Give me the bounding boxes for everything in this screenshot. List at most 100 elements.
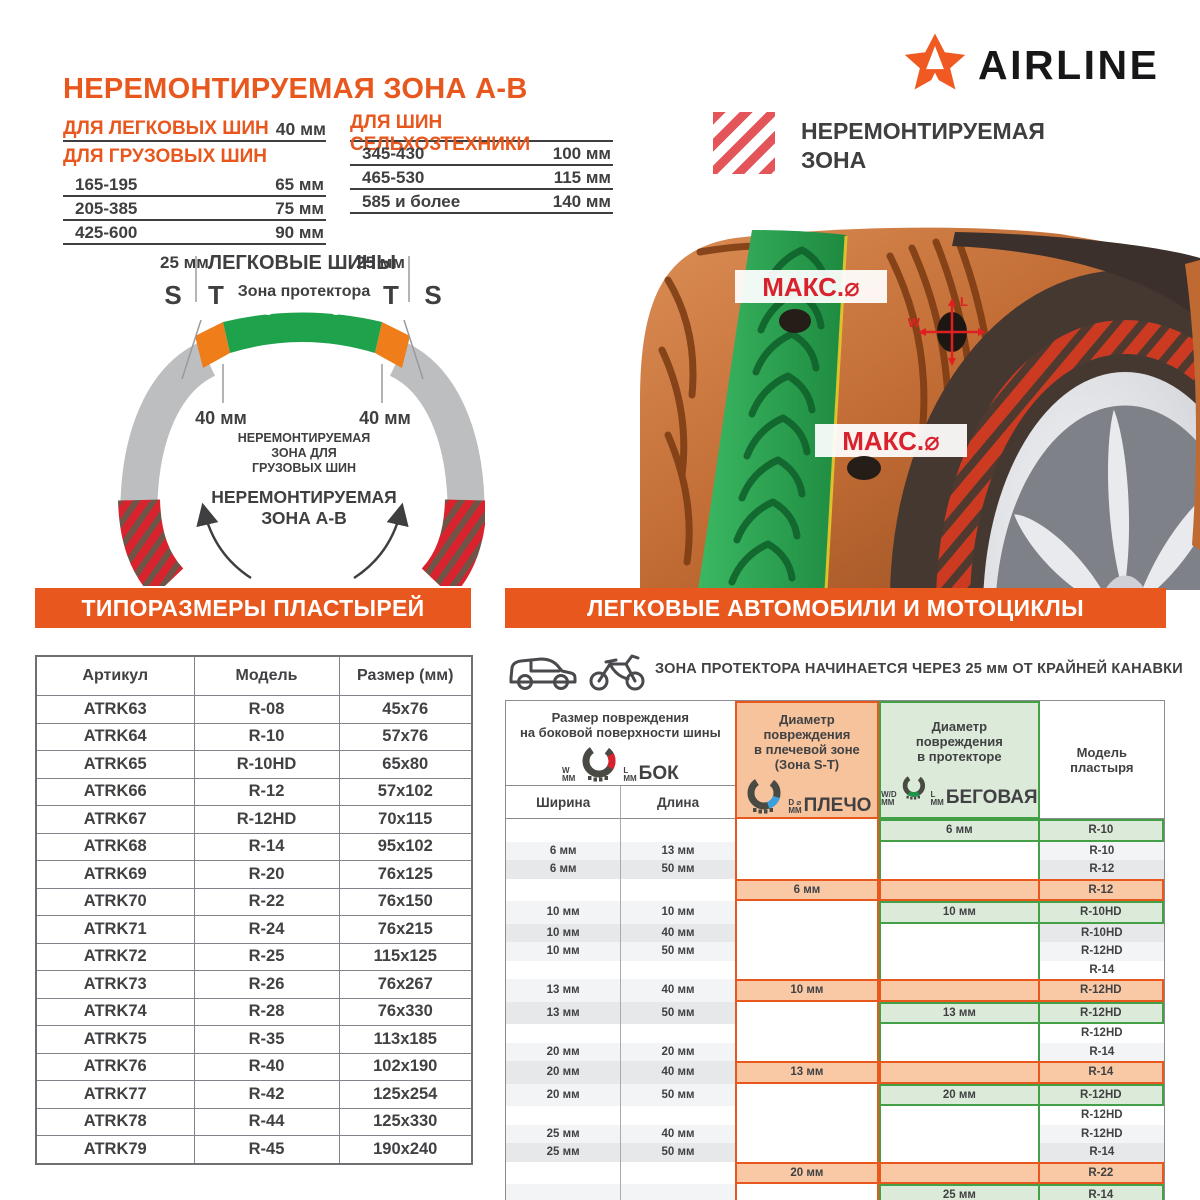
article-cell: ATRK75 [35,1025,195,1054]
cell-sh [734,1042,880,1061]
article-cell: ATRK73 [35,970,195,999]
cell-tread [879,860,1040,879]
cell-w: 20 мм [506,1083,621,1106]
range: 425-600 [75,223,138,242]
cell-sh [734,1083,880,1106]
patch-table-row: ATRK71 R-24 76x215 [35,915,473,944]
size-cell: 57x76 [338,722,473,751]
size-cell: 76x215 [338,915,473,944]
cell-tread [879,923,1040,942]
cell-sh [734,1024,880,1043]
cell-l [620,1161,735,1184]
cell-model: R-12HD [1039,1106,1164,1125]
vehicle-table-row: 20 мм 40 мм 13 мм R-14 [506,1061,1164,1084]
cell-l: 50 мм [620,1143,735,1162]
cell-w: 20 мм [506,1042,621,1061]
label-s-right: S [424,280,441,310]
model-cell: R-42 [193,1080,340,1109]
label-s-left: S [164,280,181,310]
size-cell: 102x190 [338,1052,473,1081]
article-cell: ATRK72 [35,942,195,971]
page-title: НЕРЕМОНТИРУЕМАЯ ЗОНА А-В [63,73,528,105]
w-dimension-label: W [908,315,921,330]
cell-sh [734,1143,880,1162]
range: 205-385 [75,199,138,218]
side-damage-tire-icon [582,744,616,781]
cell-w: 10 мм [506,901,621,924]
cell-l: 13 мм [620,841,735,860]
range: 165-195 [75,175,138,194]
cell-l [620,1106,735,1125]
patch-table-header-row: Артикул Модель Размер (мм) [35,655,473,696]
cell-sh [734,960,880,979]
cell-w: 13 мм [506,1001,621,1024]
tread-damage-header: Диаметр повреждения в протекторе W/D ММ [879,701,1040,819]
width-subheader: Ширина [506,786,621,819]
car-icon [507,646,579,697]
cell-model: R-14 [1039,1143,1164,1162]
tire-cross-section-diagram: 25 мм ЛЕГКОВЫЕ ШИНЫ 25 мм S T Зона проте… [55,246,487,598]
vehicle-table-row: 6 мм 13 мм R-10 [506,841,1164,860]
patch-table-row: ATRK73 R-26 76x267 [35,970,473,999]
article-cell: ATRK79 [35,1135,195,1164]
article-cell: ATRK63 [35,695,195,724]
value: 115 мм [553,168,611,187]
cell-sh [734,841,880,860]
vehicle-table-row: 25 мм R-14 [506,1184,1164,1200]
ab-zone-line1: НЕРЕМОНТИРУЕМАЯ [211,487,397,507]
vehicle-table-row: 10 мм 50 мм R-12HD [506,942,1164,961]
size-cell: 65x80 [338,750,473,779]
patch-column-header: Артикул [35,655,195,696]
l-mm-label: L ММ [623,765,637,783]
patch-table-row: ATRK72 R-25 115x125 [35,942,473,971]
shoulder-damage-header: Диаметр повреждения в плечевой зоне (Зон… [734,701,880,819]
truck-table-row: 165-195 65 мм [63,173,326,197]
tread-damage-tire-icon [902,774,925,800]
cell-sh: 10 мм [734,979,880,1002]
vehicle-table-row: 25 мм 50 мм R-14 [506,1143,1164,1162]
cell-tread [879,979,1040,1002]
vehicle-table-subheader-row: Ширина Длина [506,786,1164,819]
patch-table-row: ATRK64 R-10 57x76 [35,722,473,751]
model-cell: R-40 [193,1052,340,1081]
cell-model: R-14 [1039,1061,1164,1084]
value: 75 мм [275,199,324,218]
truck-table-row: 425-600 90 мм [63,221,326,245]
side-damage-header: Размер повреждения на боковой поверхност… [506,701,735,786]
range: 585 и более [362,192,461,211]
cell-w [506,960,621,979]
side-damage-title: Размер повреждения на боковой поверхност… [519,709,721,740]
cell-l [620,1024,735,1043]
cell-l: 10 мм [620,901,735,924]
article-cell: ATRK68 [35,832,195,861]
range: 345-430 [362,144,425,163]
value: 90 мм [275,223,324,242]
badge-line1: НЕРЕМОНТИРУЕМАЯ [801,118,1045,144]
tread-damage-title: Диаметр повреждения в протекторе [915,719,1003,764]
tread-icon-label: БЕГОВАЯ [945,787,1038,808]
range: 465-530 [362,168,425,187]
size-cell: 45x76 [338,695,473,724]
cell-tread [879,1161,1040,1184]
cell-tread: 13 мм [879,1001,1040,1024]
agro-table-row: 465-530 115 мм [350,166,613,190]
cell-l: 20 мм [620,1042,735,1061]
cell-l: 40 мм [620,923,735,942]
nonrepair-zone-stripes-icon [713,112,775,174]
patch-table-row: ATRK65 R-10HD 65x80 [35,750,473,779]
cell-tread [879,878,1040,901]
side-icon-label: БОК [638,762,679,784]
vehicle-table-row: R-12HD [506,1106,1164,1125]
vehicle-table-row: 20 мм R-22 [506,1161,1164,1184]
length-subheader: Длина [620,786,735,819]
brand-name: AIRLINE [978,42,1160,88]
cell-sh [734,1106,880,1125]
cell-model: R-10 [1039,819,1164,842]
passenger-tire-value: 40 мм [275,119,326,139]
patch-table-row: ATRK75 R-35 113x185 [35,1025,473,1054]
vehicle-table-row: 6 мм R-12 [506,878,1164,901]
cell-l [620,819,735,842]
tire-illustration: МАКС.⌀ МАКС.⌀ L W [640,200,1200,595]
value: 65 мм [275,175,324,194]
cell-tread [879,841,1040,860]
